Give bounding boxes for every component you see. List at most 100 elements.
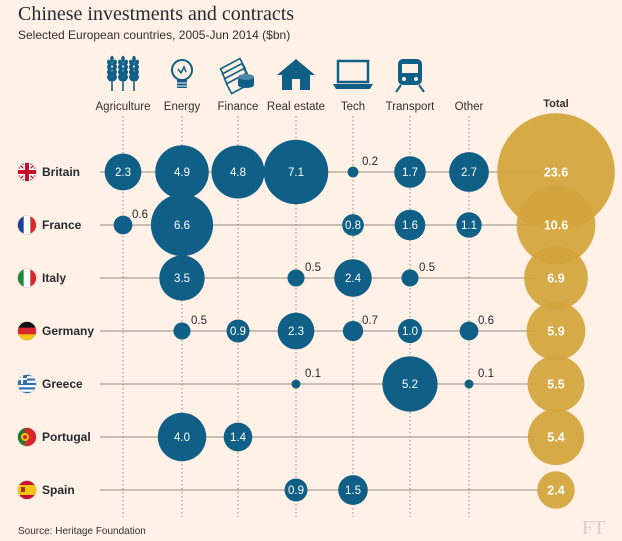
country-label-portugal: Portugal (42, 430, 91, 444)
bubble-britain-4 (347, 166, 359, 178)
column-label-0: Agriculture (96, 101, 151, 113)
column-label-2: Finance (218, 101, 259, 113)
value-label-italy-4: 2.4 (345, 273, 362, 285)
chart-subtitle: Selected European countries, 2005-Jun 20… (18, 28, 291, 42)
chart-title: Chinese investments and contracts (18, 3, 295, 25)
total-bubble-spain (537, 471, 575, 509)
italy-flag-icon (17, 268, 37, 288)
value-label-portugal-1: 4.0 (174, 432, 190, 444)
total-bubble-greece (527, 355, 585, 413)
france-flag-icon (17, 215, 37, 235)
bubble-spain-3 (284, 478, 308, 502)
value-label-greece-3: 0.1 (305, 368, 321, 380)
ft-logo: FT (582, 517, 606, 539)
value-label-germany-3: 2.3 (288, 326, 304, 338)
value-label-britain-5: 1.7 (402, 167, 418, 179)
bubble-greece-5 (382, 356, 438, 412)
bubble-germany-1 (173, 322, 191, 340)
value-label-portugal-2: 1.4 (230, 432, 247, 444)
spain-flag-icon (17, 480, 37, 500)
house-icon (277, 59, 315, 90)
source-note: Source: Heritage Foundation (18, 526, 146, 537)
bubble-germany-4 (342, 320, 364, 342)
bubble-italy-1 (159, 255, 205, 301)
bubble-britain-5 (394, 156, 426, 188)
bubble-britain-2 (211, 145, 265, 199)
value-label-britain-3: 7.1 (288, 167, 304, 179)
column-label-3: Real estate (267, 101, 325, 113)
value-label-france-5: 1.6 (402, 220, 418, 232)
total-bubble-france (516, 185, 596, 265)
column-label-5: Transport (386, 101, 436, 113)
money-stack-icon (219, 57, 254, 95)
value-label-britain-1: 4.9 (174, 167, 190, 179)
value-label-germany-1: 0.5 (191, 315, 207, 327)
column-label-4: Tech (341, 101, 365, 113)
country-label-france: France (42, 218, 82, 232)
total-bubble-italy (524, 246, 588, 310)
value-label-germany-2: 0.9 (230, 326, 246, 338)
value-label-italy-1: 3.5 (174, 273, 190, 285)
bubble-portugal-2 (223, 422, 253, 452)
value-label-france-6: 1.1 (461, 220, 477, 232)
value-label-france-1: 6.6 (174, 220, 190, 232)
greece-flag-icon (17, 374, 37, 394)
column-label-6: Other (455, 101, 484, 113)
value-label-spain-4: 1.5 (345, 485, 361, 497)
value-label-britain-6: 2.7 (461, 167, 477, 179)
bubble-portugal-1 (157, 412, 207, 462)
laptop-icon (333, 59, 373, 89)
uk-flag-icon (17, 162, 37, 182)
total-column-label: Total (543, 98, 568, 110)
column-label-1: Energy (164, 101, 201, 113)
bubble-greece-3 (291, 379, 301, 389)
value-label-britain-2: 4.8 (230, 167, 246, 179)
value-label-germany-5: 1.0 (402, 326, 418, 338)
total-value-italy: 6.9 (547, 272, 564, 286)
bubble-germany-5 (397, 318, 423, 344)
total-value-portugal: 5.4 (547, 431, 564, 445)
country-label-britain: Britain (42, 165, 80, 179)
value-label-germany-6: 0.6 (478, 315, 494, 327)
value-label-britain-4: 0.2 (362, 156, 378, 168)
bubble-britain-1 (155, 145, 209, 199)
country-label-germany: Germany (42, 324, 94, 338)
total-value-spain: 2.4 (547, 484, 564, 498)
total-value-germany: 5.9 (547, 325, 564, 339)
bubble-britain-6 (449, 152, 489, 192)
bubble-france-4 (342, 214, 364, 236)
total-value-britain: 23.6 (544, 166, 568, 180)
bubble-france-6 (456, 212, 482, 238)
portugal-flag-icon (17, 427, 37, 447)
bubble-spain-4 (338, 475, 368, 505)
total-value-france: 10.6 (544, 219, 568, 233)
value-label-france-0: 0.6 (132, 209, 148, 221)
total-value-greece: 5.5 (547, 378, 564, 392)
bubble-germany-6 (459, 321, 479, 341)
value-label-france-4: 0.8 (345, 220, 361, 232)
value-label-italy-5: 0.5 (419, 262, 435, 274)
country-label-italy: Italy (42, 271, 66, 285)
lightbulb-icon (171, 59, 193, 88)
germany-flag-icon (17, 321, 37, 341)
value-label-greece-6: 0.1 (478, 368, 494, 380)
value-label-germany-4: 0.7 (362, 315, 378, 327)
bubble-france-1 (150, 193, 214, 257)
bubble-britain-0 (104, 153, 142, 191)
bubble-italy-3 (287, 269, 305, 287)
bubble-germany-2 (226, 319, 250, 343)
bubble-italy-4 (334, 259, 372, 297)
country-label-greece: Greece (42, 377, 83, 391)
value-label-italy-3: 0.5 (305, 262, 321, 274)
bubble-greece-6 (464, 379, 474, 389)
bubble-france-0 (113, 215, 133, 235)
bubble-france-5 (394, 209, 426, 241)
bubble-britain-3 (263, 139, 329, 205)
total-bubble-portugal (527, 408, 585, 466)
value-label-greece-5: 5.2 (402, 379, 418, 391)
bubble-italy-5 (401, 269, 419, 287)
value-label-spain-3: 0.9 (288, 485, 304, 497)
country-label-spain: Spain (42, 483, 75, 497)
bubble-germany-3 (277, 312, 315, 350)
